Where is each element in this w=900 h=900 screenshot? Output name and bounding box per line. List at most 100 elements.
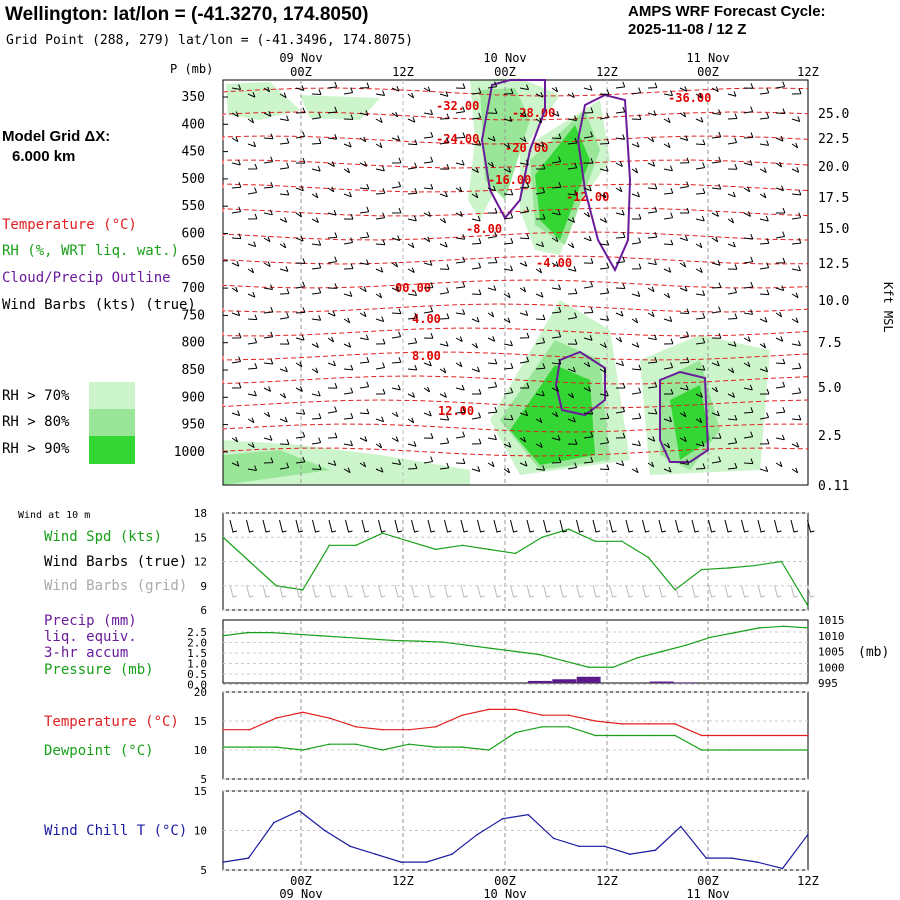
dewpoint-line-point [381, 749, 384, 751]
wind-barb-grid [708, 584, 716, 598]
wind-barb [407, 215, 417, 222]
wind-barb [503, 116, 513, 122]
wind-barb [727, 137, 738, 145]
temperature-contour [222, 231, 809, 241]
wind-barb-grid [609, 584, 617, 598]
date-label-top: 09 Nov [279, 51, 322, 65]
wind-barb [775, 434, 785, 441]
wind-chill-line-point [501, 817, 504, 820]
wind-barb [759, 438, 770, 445]
wind-barb [455, 384, 465, 391]
rh-region [670, 385, 710, 460]
wind-barb [567, 217, 576, 223]
wind-barb-grid [262, 584, 271, 598]
dewpoint-line-point [594, 734, 597, 737]
wind-barb [311, 192, 319, 199]
wind-barb [343, 317, 351, 324]
wind-barb [471, 192, 479, 199]
wind-barb [679, 135, 689, 141]
wind-barb-10m [790, 519, 799, 533]
wind-barb [279, 137, 290, 145]
time-tick-label-top: 00Z [697, 65, 719, 79]
wind-barb [519, 159, 529, 166]
wind-barb [551, 331, 562, 339]
wind-barb [455, 309, 466, 315]
wind-barb [247, 267, 255, 274]
wind-barb [583, 185, 592, 192]
pressure-tick-label: 1000 [174, 445, 205, 460]
wind-barb [791, 414, 802, 421]
wind-barb [327, 209, 337, 216]
wind-barb [487, 108, 498, 114]
wind-barb [439, 287, 450, 295]
wind-barb [423, 456, 434, 464]
wind-barb [775, 108, 786, 115]
wind-barb [551, 411, 559, 418]
wind-barb [375, 338, 386, 345]
wind-barb [663, 90, 673, 97]
wind-speed-line-point [594, 540, 597, 543]
wind-barb [727, 164, 738, 170]
wind-barb [247, 390, 257, 397]
wind-barb [551, 435, 561, 441]
pressure-tick-label: 350 [182, 90, 205, 105]
precip-tick-label: 0.5 [187, 668, 207, 681]
wind-barb [775, 461, 783, 468]
wind-barb [551, 306, 562, 314]
wind-chill-line-point [374, 853, 377, 855]
date-label-bottom: 11 Nov [686, 887, 729, 900]
legend-dewpoint: Dewpoint (°C) [44, 743, 154, 759]
wind-barb [247, 337, 258, 345]
wind-barb [263, 86, 271, 93]
wind-barb [327, 256, 338, 264]
wind-barb [375, 165, 385, 172]
windchill-panel-tick-label: 10 [194, 825, 207, 838]
wind-barb [247, 442, 255, 449]
wind-barb [599, 367, 607, 374]
dewpoint-line-point [355, 743, 357, 745]
dewpoint-line-point [408, 743, 410, 745]
wind-barb [439, 241, 448, 248]
wind-barb [759, 388, 770, 395]
wind-barb [471, 438, 482, 445]
wind-speed-line-point [434, 548, 437, 551]
height-tick-label: 0.11 [818, 479, 849, 494]
wind-barb [615, 161, 623, 167]
wind-barb [359, 82, 370, 89]
wind-barb [695, 188, 706, 195]
wind-barb-grid [378, 584, 386, 598]
wind-barb [327, 460, 337, 466]
wind-barb [535, 363, 546, 370]
pressure-tick-label: 1015 [818, 614, 845, 627]
wind-barb [343, 440, 353, 447]
wind-barb-10m [543, 519, 551, 533]
wind-barb [583, 335, 593, 341]
temperature-line-point [222, 728, 224, 731]
wind-barb [647, 311, 655, 318]
wind-barb [375, 316, 385, 323]
wind-barb [711, 236, 719, 243]
wind-barb [759, 412, 770, 420]
wind-barb [487, 207, 498, 214]
wind-barb [279, 288, 290, 295]
wind-barb [615, 406, 626, 414]
wind-barb [231, 460, 240, 467]
wind-barb [679, 86, 688, 92]
cloud-precip-outline [576, 93, 632, 273]
wind-barb [759, 167, 767, 174]
wind-barb [247, 241, 257, 248]
wind-barb [775, 207, 786, 214]
wind-barb [583, 107, 594, 114]
wind-barb [567, 462, 578, 470]
wind-speed-line-point [727, 567, 730, 569]
wind-barb [759, 238, 770, 245]
wind-barb [503, 292, 511, 299]
pressure-axis-label: P (mb) [170, 62, 213, 76]
wind-barb [631, 237, 642, 245]
wind-chill-line-point [756, 861, 758, 863]
wind-barb-grid [559, 584, 568, 598]
wind-barb [775, 406, 786, 414]
wind-barb [247, 187, 258, 195]
wind-barb [615, 310, 624, 317]
temperature-contour [222, 423, 809, 433]
